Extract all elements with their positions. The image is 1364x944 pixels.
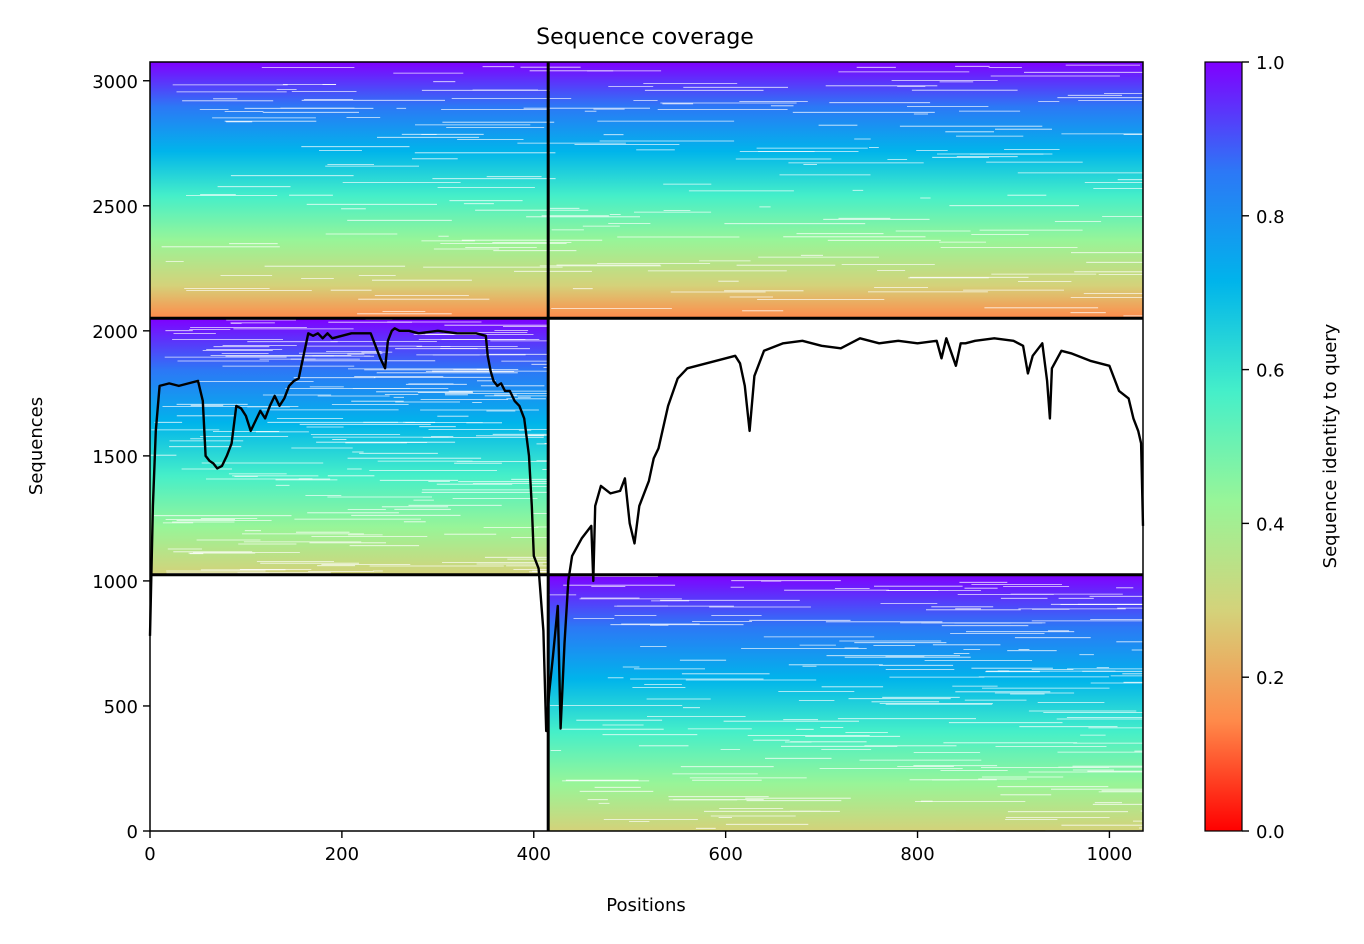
plot-frame	[149, 61, 1144, 832]
y-tick-label: 2500	[92, 197, 138, 218]
colorbar-tick-label: 0.0	[1256, 822, 1285, 843]
colorbar-tick-label: 1.0	[1256, 53, 1285, 74]
x-tick-label: 800	[900, 844, 934, 865]
x-tick-label: 600	[708, 844, 742, 865]
colorbar: 0.0 0.2 0.4 0.6 0.8 1.0 Sequence identity to …	[1204, 53, 1341, 843]
gap-texture	[150, 64, 1143, 832]
colorbar-label: Sequence identity to query	[1320, 323, 1341, 568]
chart-title: Sequence coverage	[536, 25, 754, 50]
x-tick-label: 1000	[1087, 844, 1133, 865]
y-tick-label: 1500	[92, 447, 138, 468]
colorbar-gradient	[1204, 61, 1243, 832]
y-tick-label: 3000	[92, 72, 138, 93]
y-tick-label: 2000	[92, 322, 138, 343]
colorbar-ticks: 0.0 0.2 0.4 0.6 0.8 1.0	[1242, 53, 1285, 843]
y-tick-label: 1000	[92, 572, 138, 593]
block-top	[150, 62, 1143, 319]
colorbar-tick-label: 0.6	[1256, 361, 1285, 382]
x-tick-label: 200	[325, 844, 359, 865]
plot-area	[148, 62, 1145, 832]
x-axis: 0 200 400 600 800 1000	[144, 831, 1132, 865]
x-tick-label: 400	[517, 844, 551, 865]
y-tick-label: 500	[104, 697, 138, 718]
x-axis-label: Positions	[606, 895, 685, 916]
y-axis-label: Sequences	[26, 397, 47, 495]
x-tick-label: 0	[144, 844, 155, 865]
y-tick-label: 0	[127, 822, 138, 843]
colorbar-tick-label: 0.8	[1256, 207, 1285, 228]
y-axis: 0 500 1000 1500 2000 2500 3000	[92, 72, 150, 843]
coverage-line	[148, 327, 1145, 733]
colorbar-tick-label: 0.4	[1256, 514, 1285, 535]
colorbar-tick-label: 0.2	[1256, 668, 1285, 689]
